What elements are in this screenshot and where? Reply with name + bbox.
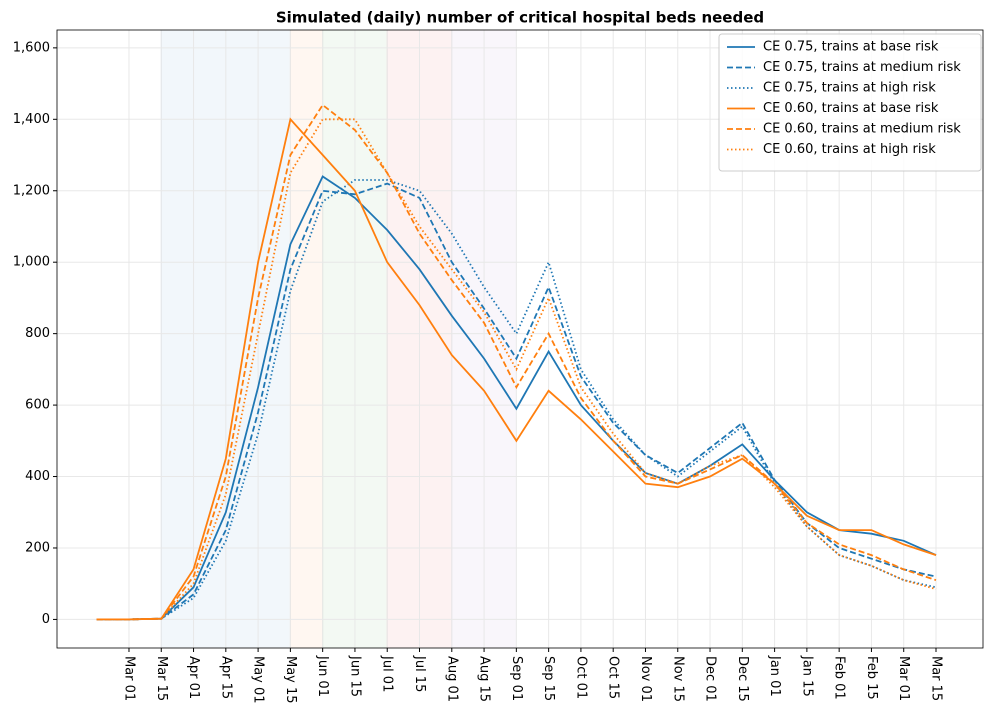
x-tick-label: Mar 01: [896, 656, 911, 701]
legend-label: CE 0.75, trains at medium risk: [763, 60, 961, 75]
x-tick-label: May 15: [283, 656, 298, 704]
x-tick-label: Apr 15: [218, 656, 233, 699]
data-line: [96, 103, 937, 621]
y-tick-label: 800: [25, 326, 50, 341]
chart-title: Simulated (daily) number of critical hos…: [276, 9, 764, 27]
y-tick-label: 1,600: [13, 40, 50, 55]
y-tick-label: 1,200: [13, 183, 50, 198]
x-tick-label: Feb 01: [832, 656, 847, 700]
y-tick-label: 600: [25, 398, 50, 413]
x-tick-label: Dec 15: [735, 656, 750, 702]
x-tick-label: Jun 01: [315, 655, 330, 697]
x-tick-label: Oct 15: [606, 656, 621, 699]
x-tick-label: Jul 15: [412, 655, 427, 692]
x-tick-label: Jan 15: [799, 655, 814, 697]
x-tick-label: Jan 01: [767, 655, 782, 697]
y-tick-label: 1,000: [13, 255, 50, 270]
data-line: [96, 118, 937, 621]
legend-label: CE 0.60, trains at base risk: [763, 101, 939, 116]
y-tick-label: 1,400: [13, 112, 50, 127]
x-tick-label: Sep 15: [541, 656, 556, 701]
legend-box: [718, 33, 982, 172]
x-tick-label: Aug 01: [444, 656, 459, 702]
y-tick-label: 400: [25, 469, 50, 484]
x-tick-label: Mar 15: [929, 656, 944, 701]
x-tick-label: Feb 15: [864, 656, 879, 700]
plot-frame: [56, 29, 984, 649]
y-tick-label: 0: [42, 612, 50, 627]
x-tick-label: Mar 01: [121, 656, 136, 701]
x-tick-label: Mar 15: [154, 656, 169, 701]
x-tick-label: Oct 01: [573, 656, 588, 699]
y-tick-label: 200: [25, 540, 50, 555]
x-tick-label: Aug 15: [477, 656, 492, 702]
legend-label: CE 0.75, trains at base risk: [763, 40, 939, 55]
legend-label: CE 0.60, trains at high risk: [763, 142, 936, 157]
x-tick-label: Nov 15: [670, 656, 685, 702]
x-tick-label: Nov 01: [638, 656, 653, 702]
x-tick-label: May 01: [251, 656, 266, 704]
x-tick-label: Sep 01: [509, 656, 524, 701]
legend-label: CE 0.75, trains at high risk: [763, 81, 936, 96]
x-tick-label: Dec 01: [703, 656, 718, 702]
x-tick-label: Jul 01: [380, 655, 395, 692]
data-line: [96, 175, 937, 621]
x-tick-label: Jun 15: [347, 655, 362, 697]
x-tick-label: Apr 01: [186, 656, 201, 699]
shaded-period: [290, 30, 323, 648]
legend-label: CE 0.60, trains at medium risk: [763, 122, 961, 137]
data-line: [96, 117, 937, 621]
